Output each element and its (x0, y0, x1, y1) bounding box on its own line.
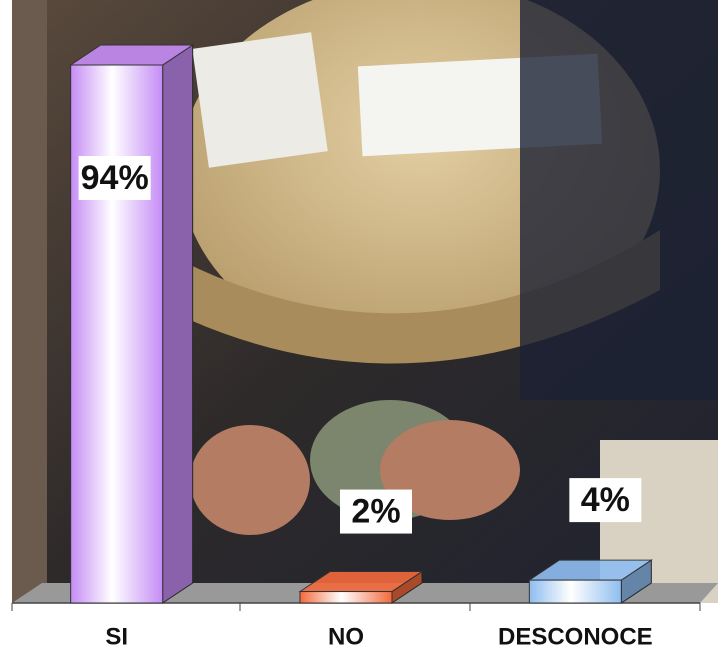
value-label: 94% (81, 159, 149, 197)
bar-side (162, 44, 194, 604)
bar (299, 591, 393, 604)
value-label-box (78, 156, 151, 200)
value-label-box (340, 489, 412, 534)
bar (528, 579, 622, 604)
category-dividers (11, 603, 701, 611)
value-label: 4% (581, 481, 630, 519)
bar (70, 64, 164, 604)
x-tick-label: DESCONOCE (498, 623, 653, 650)
background-photo (12, 0, 718, 603)
value-label-box (569, 478, 642, 523)
x-tick-label: NO (328, 623, 364, 650)
x-tick-label: SI (105, 623, 128, 650)
value-label: 2% (351, 493, 400, 531)
